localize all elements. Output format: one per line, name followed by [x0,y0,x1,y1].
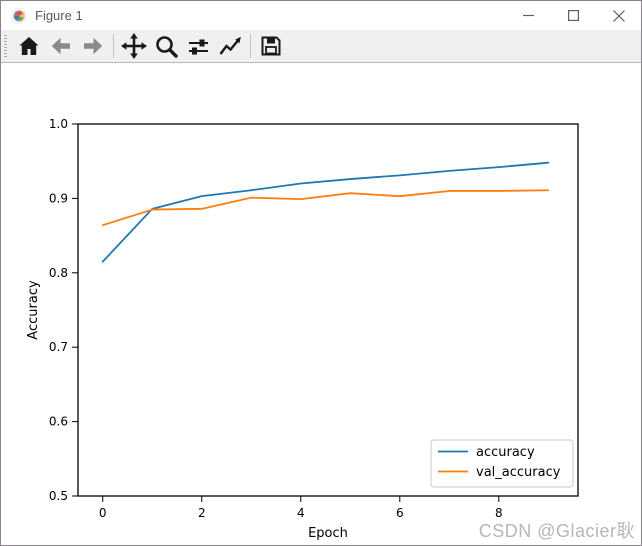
back-button[interactable] [46,31,76,61]
series-line-val_accuracy [101,189,550,227]
zoom-icon [155,35,178,58]
legend: accuracy val_accuracy [430,439,574,488]
x-tick-label: 4 [297,506,305,520]
back-icon [51,37,70,55]
x-tick-label: 2 [198,506,206,520]
save-icon [261,36,281,56]
forward-icon [84,37,103,55]
toolbar-separator [113,34,114,58]
save-button[interactable] [256,31,286,61]
toolbar-gripper[interactable] [4,35,7,57]
customize-button[interactable] [215,31,245,61]
customize-icon [219,36,241,55]
title-bar[interactable]: Figure 1 [1,1,641,30]
pan-icon [121,33,147,59]
y-tick-label: 0.9 [49,191,68,205]
zoom-button[interactable] [151,31,181,61]
home-button[interactable] [14,31,44,61]
series-line-accuracy [101,161,550,263]
toolbar-separator [250,34,251,58]
subplots-button[interactable] [183,31,213,61]
forward-button[interactable] [78,31,108,61]
csdn-watermark: CSDN @Glacier耿 [478,521,635,541]
figure-canvas[interactable]: 0 2 4 6 8 0.5 0.6 0.7 0.8 0.9 1.0 Epoch Accuracy accu… [1,63,641,546]
y-tick-label: 0.8 [49,266,68,280]
y-tick-label: 0.5 [49,489,68,503]
y-axis-label: Accuracy [26,280,41,340]
close-icon [612,9,625,22]
minimize-button[interactable] [506,1,551,30]
navigation-toolbar [1,30,641,63]
minimize-icon [523,14,534,17]
legend-label: val_accuracy [476,465,561,480]
y-tick-label: 1.0 [49,117,68,131]
accuracy-chart[interactable]: 0 2 4 6 8 0.5 0.6 0.7 0.8 0.9 1.0 Epoch Accuracy accu… [1,63,641,546]
pan-button[interactable] [119,31,149,61]
x-tick-label: 0 [99,506,107,520]
window-title: Figure 1 [35,8,83,23]
maximize-icon [568,10,579,21]
axes-frame [77,123,579,497]
home-icon [19,37,39,55]
y-tick-label: 0.6 [49,415,68,429]
close-button[interactable] [596,1,641,30]
maximize-button[interactable] [551,1,596,30]
x-tick-label: 8 [495,506,503,520]
y-tick-label: 0.7 [49,340,68,354]
subplots-icon [188,39,208,54]
x-tick-label: 6 [396,506,404,520]
matplotlib-logo-icon [11,7,27,24]
legend-label: accuracy [476,445,535,460]
x-axis-label: Epoch [308,526,348,541]
